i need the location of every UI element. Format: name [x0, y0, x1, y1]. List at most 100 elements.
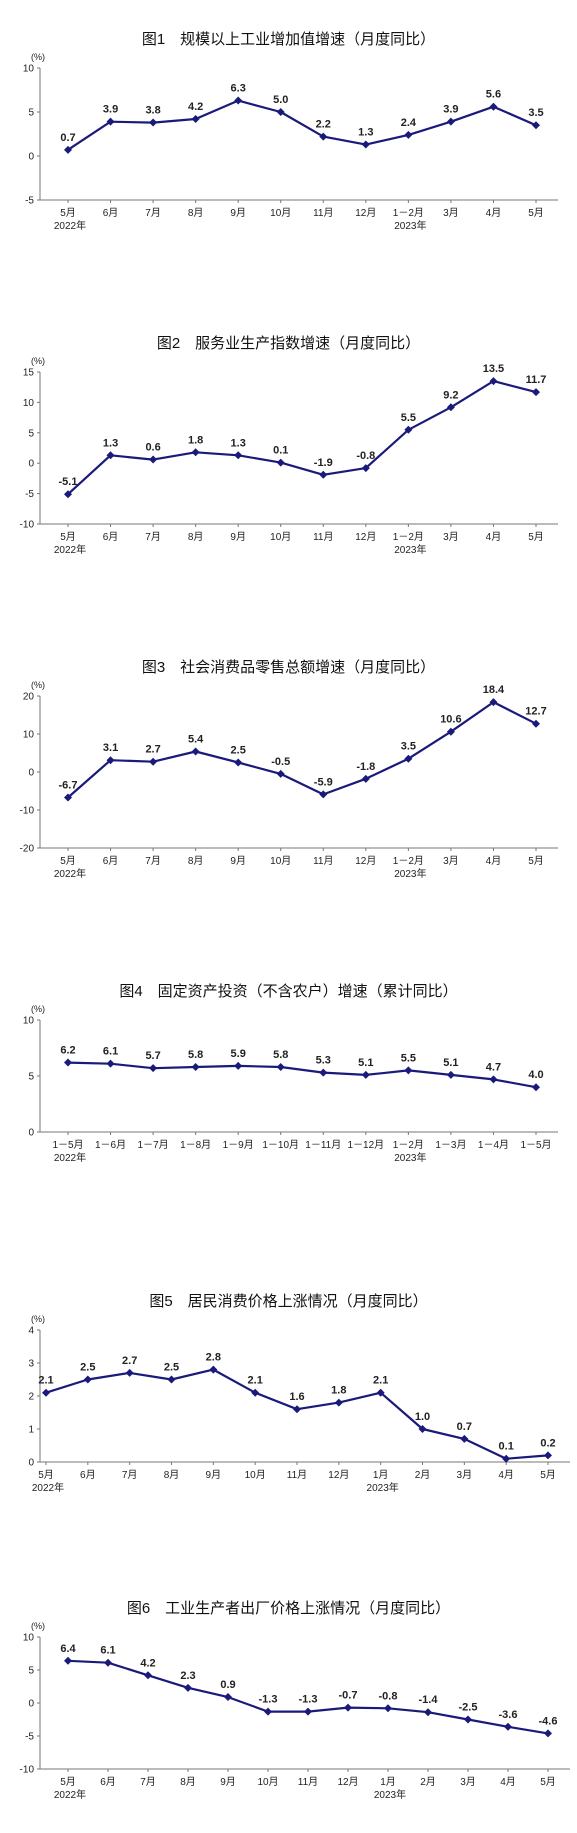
- data-point: [460, 1434, 469, 1443]
- data-point: [125, 1368, 134, 1377]
- x-tick-label: 6月: [103, 855, 119, 867]
- data-label: 5.6: [486, 89, 501, 101]
- data-label: -1.3: [259, 1694, 278, 1706]
- x-tick-label: 8月: [188, 531, 204, 543]
- data-point: [361, 774, 370, 783]
- y-tick-label: 2: [28, 1392, 34, 1403]
- x-tick-label: 4月: [500, 1776, 516, 1788]
- x-tick-label: 5月: [60, 207, 76, 219]
- data-label: 1.3: [231, 437, 246, 449]
- data-label: 1.8: [188, 434, 203, 446]
- y-tick-label: 5: [28, 108, 34, 119]
- x-tick-label: 5月: [528, 531, 544, 543]
- x-year-label: 2022年: [54, 867, 86, 880]
- x-tick-label: 1－5月: [520, 1139, 551, 1151]
- x-tick-label: 6月: [103, 207, 119, 219]
- x-tick-label: 1－5月: [52, 1139, 83, 1151]
- x-tick-label: 1－8月: [180, 1139, 211, 1151]
- data-point: [446, 1070, 455, 1079]
- y-tick-label: 0: [28, 1458, 34, 1469]
- data-label: 4.7: [486, 1061, 501, 1073]
- data-label: 0.1: [273, 445, 288, 457]
- x-tick-label: 11月: [313, 207, 333, 219]
- data-point: [234, 758, 243, 767]
- data-point: [361, 1070, 370, 1079]
- x-tick-label: 12月: [355, 207, 376, 219]
- x-tick-label: 12月: [337, 1776, 358, 1788]
- data-point: [251, 1388, 260, 1397]
- x-year-label: 2023年: [394, 219, 426, 232]
- x-tick-label: 5月: [60, 1776, 76, 1788]
- data-label: 1.6: [289, 1391, 304, 1403]
- data-point: [64, 793, 72, 802]
- y-tick-label: 4: [28, 1326, 34, 1337]
- data-point: [304, 1707, 312, 1716]
- data-point: [404, 425, 413, 434]
- data-point: [167, 1375, 176, 1384]
- data-point: [502, 1454, 511, 1463]
- data-label: 5.5: [401, 412, 416, 424]
- x-tick-label: 8月: [188, 207, 204, 219]
- x-tick-label: 2月: [415, 1469, 431, 1481]
- chart-6: 图6 工业生产者出厂价格上涨情况（月度同比） (%) -10 -5 0 5 10 5月 6月 7…: [0, 1597, 577, 1827]
- chart-1: 图1 规模以上工业增加值增速（月度同比） (%) -5 0 5 10 5月 6月 7月 8月 9月…: [0, 28, 577, 258]
- data-point: [446, 117, 455, 126]
- data-point: [191, 1063, 200, 1072]
- x-tick-label: 7月: [145, 531, 161, 543]
- data-label: 6.1: [100, 1645, 115, 1657]
- x-tick-label: 5月: [60, 531, 76, 543]
- x-tick-label: 11月: [313, 855, 333, 867]
- data-label: 3.5: [401, 741, 416, 753]
- x-year-label: 2022年: [54, 1788, 86, 1801]
- x-tick-label: 11月: [287, 1469, 307, 1481]
- x-tick-label: 1－12月: [347, 1139, 384, 1151]
- x-tick-label: 3月: [460, 1776, 476, 1788]
- x-tick-label: 3月: [457, 1469, 473, 1481]
- y-tick-label: 3: [28, 1359, 34, 1370]
- x-tick-label: 7月: [140, 1776, 156, 1788]
- data-label: 10.6: [440, 714, 461, 726]
- data-point: [64, 1058, 72, 1067]
- x-year-label: 2022年: [54, 1151, 86, 1164]
- x-year-label: 2023年: [394, 1151, 426, 1164]
- y-unit-label: (%): [31, 1314, 45, 1324]
- data-point: [276, 108, 285, 116]
- data-point: [334, 1398, 343, 1407]
- y-unit-label: (%): [31, 1621, 45, 1631]
- y-unit-label: (%): [31, 680, 45, 690]
- data-point: [489, 377, 498, 386]
- data-point: [276, 1063, 285, 1072]
- data-point: [544, 1729, 552, 1738]
- data-point: [293, 1405, 301, 1414]
- data-point: [209, 1365, 218, 1374]
- x-tick-label: 4月: [486, 531, 502, 543]
- x-tick-label: 8月: [188, 855, 204, 867]
- x-tick-label: 6月: [80, 1469, 96, 1481]
- x-tick-label: 1－11月: [305, 1139, 341, 1151]
- data-point: [532, 121, 540, 130]
- data-label: 6.4: [60, 1643, 76, 1655]
- x-tick-label: 5月: [540, 1469, 556, 1481]
- data-label: 5.0: [273, 94, 288, 106]
- data-label: -5.1: [59, 476, 78, 488]
- data-label: 0.1: [499, 1441, 514, 1453]
- y-tick-label: 5: [28, 428, 34, 439]
- chart-2-title: 图2 服务业生产指数增速（月度同比）: [156, 335, 421, 352]
- data-label: 2.7: [122, 1355, 137, 1367]
- data-label: 3.9: [103, 104, 118, 116]
- x-tick-label: 5月: [528, 855, 544, 867]
- data-label: 5.8: [273, 1049, 288, 1061]
- x-tick-label: 9月: [230, 207, 246, 219]
- chart-6-title: 图6 工业生产者出厂价格上涨情况（月度同比）: [126, 1600, 451, 1617]
- data-label: 4.2: [140, 1657, 155, 1669]
- x-tick-label: 11月: [313, 531, 333, 543]
- y-tick-label: -20: [20, 844, 35, 855]
- x-tick-label: 4月: [486, 855, 502, 867]
- y-tick-label: -5: [25, 489, 34, 500]
- data-label: 2.5: [231, 745, 246, 757]
- data-point: [149, 118, 158, 127]
- data-label: 5.1: [358, 1057, 373, 1069]
- x-tick-label: 1－4月: [478, 1139, 509, 1151]
- x-tick-label: 11月: [298, 1776, 318, 1788]
- x-tick-label: 1－2月: [393, 207, 424, 219]
